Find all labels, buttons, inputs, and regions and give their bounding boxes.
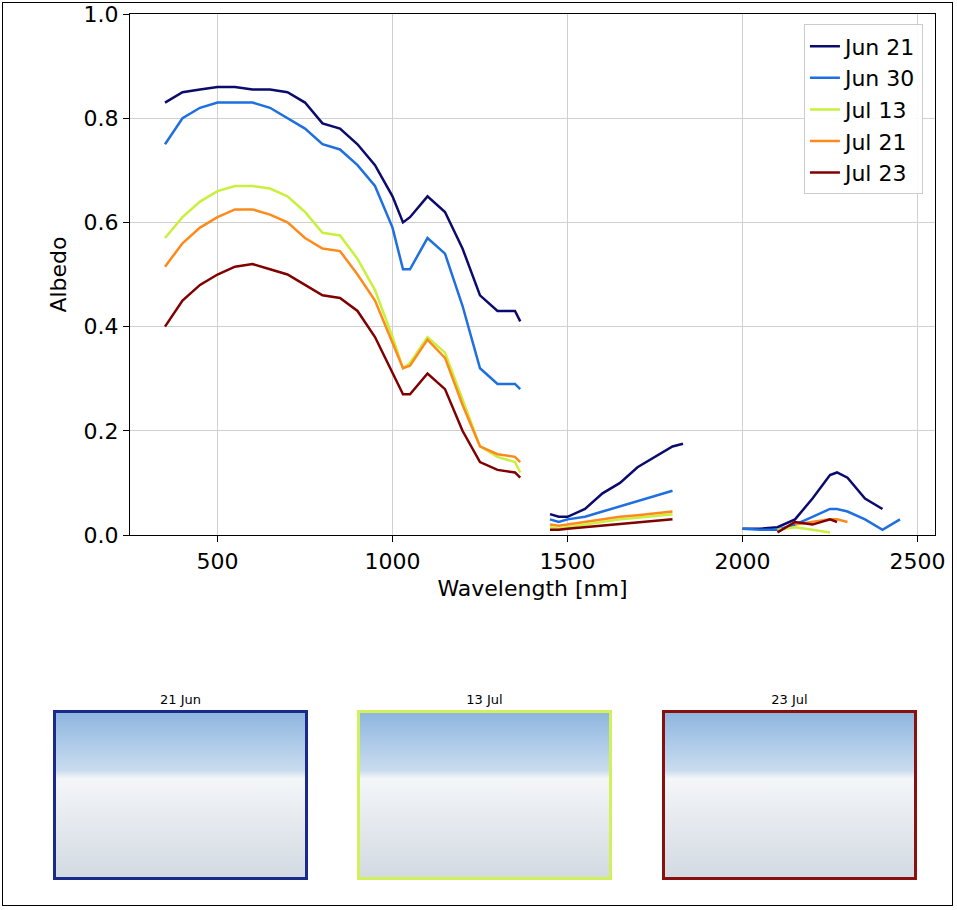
svg-text:Wavelength [nm]: Wavelength [nm]	[437, 576, 627, 601]
svg-text:1500: 1500	[540, 549, 596, 574]
html-text:23 Jul: 23 Jul	[771, 692, 808, 707]
svg-text:1.0: 1.0	[84, 2, 119, 27]
svg-text:Jun 30: Jun 30	[843, 66, 914, 91]
svg-text:2000: 2000	[715, 549, 771, 574]
svg-text:0.2: 0.2	[84, 419, 119, 444]
svg-text:0.6: 0.6	[84, 210, 119, 235]
svg-text:1000: 1000	[365, 549, 421, 574]
html-text:21 Jun: 21 Jun	[160, 692, 201, 707]
html-text:13 Jul: 13 Jul	[466, 692, 503, 707]
svg-text:2500: 2500	[890, 549, 946, 574]
svg-text:0.8: 0.8	[84, 106, 119, 131]
svg-text:Albedo: Albedo	[46, 236, 71, 312]
svg-text:Jul 23: Jul 23	[843, 161, 907, 186]
svg-text:Jun 21: Jun 21	[843, 35, 914, 60]
svg-text:500: 500	[197, 549, 239, 574]
svg-text:Jul 13: Jul 13	[843, 98, 907, 123]
svg-text:Jul 21: Jul 21	[843, 130, 907, 155]
svg-text:0.0: 0.0	[84, 523, 119, 548]
svg-text:0.4: 0.4	[84, 314, 119, 339]
